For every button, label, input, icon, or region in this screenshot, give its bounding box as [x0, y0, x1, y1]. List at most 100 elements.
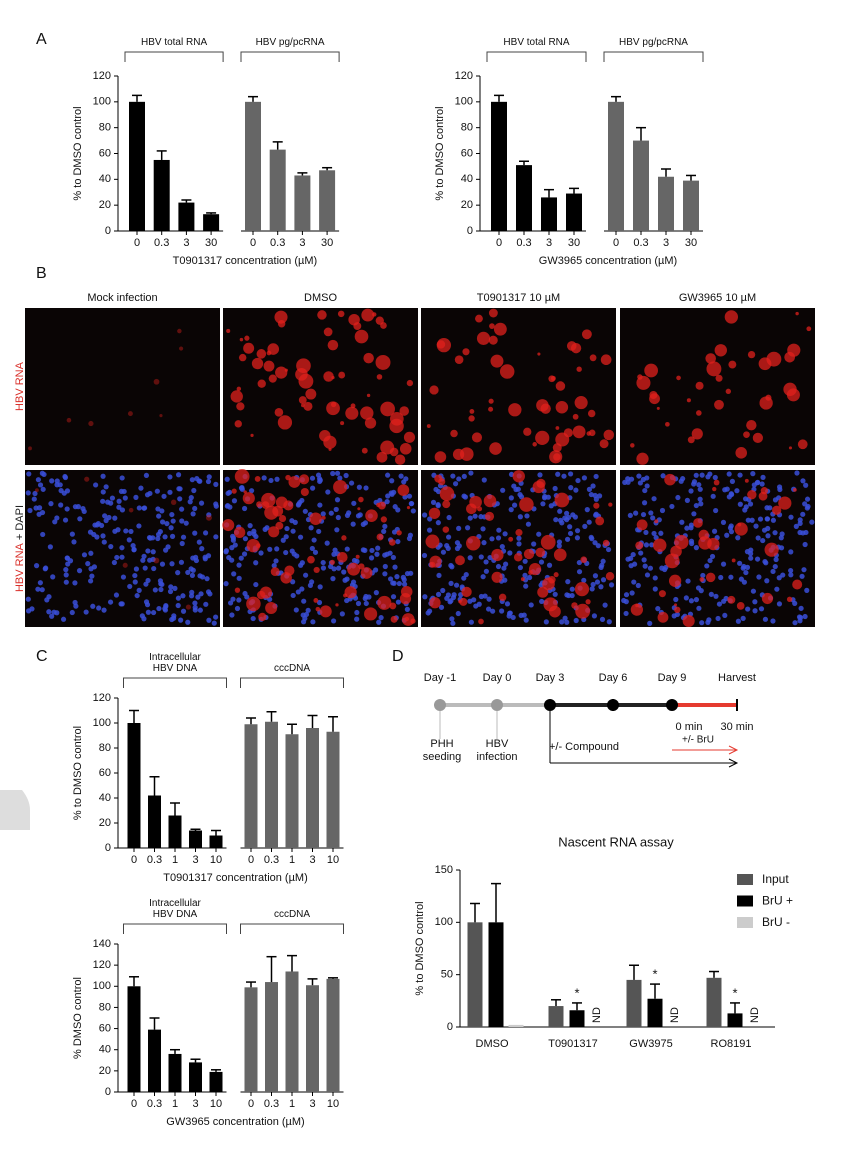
hbv-rna-signal: [674, 534, 689, 550]
nucleus: [58, 488, 64, 494]
nucleus: [167, 474, 173, 480]
nucleus: [749, 517, 755, 523]
nucleus: [390, 594, 397, 600]
nucleus: [456, 525, 462, 531]
nucleus: [595, 543, 601, 549]
nucleus: [300, 619, 307, 625]
nucleus: [734, 488, 740, 494]
hbv-rna-signal: [298, 396, 307, 404]
hbv-rna-signal: [705, 572, 716, 583]
group-label: cccDNA: [273, 909, 311, 920]
nucleus: [136, 587, 142, 593]
hbv-rna-signal: [345, 406, 359, 420]
bar: [285, 734, 299, 848]
nucleus: [557, 508, 563, 514]
timeline-day: Day 3: [536, 672, 565, 684]
nucleus: [483, 568, 489, 574]
nucleus: [699, 472, 705, 478]
nucleus: [453, 582, 460, 588]
nucleus: [522, 558, 528, 564]
image-column-label: GW3965 10 µM: [679, 292, 756, 304]
nucleus: [788, 549, 794, 555]
nucleus: [325, 489, 331, 495]
x-tick-label: 3: [663, 237, 669, 249]
hbv-rna-signal: [450, 429, 458, 438]
x-tick-label: 10: [210, 1098, 222, 1110]
nucleus: [205, 553, 212, 559]
y-tick-label: 100: [93, 96, 111, 108]
nucleus: [799, 573, 805, 579]
hbv-rna-signal: [772, 505, 782, 515]
nucleus: [264, 525, 270, 531]
nucleus: [155, 535, 161, 542]
nucleus: [713, 593, 719, 599]
hbv-rna-signal: [429, 597, 441, 609]
nucleus: [649, 542, 655, 548]
y-tick-label: 120: [93, 692, 111, 704]
timeline-point: [434, 699, 446, 711]
nucleus: [737, 560, 743, 566]
nucleus: [382, 563, 388, 570]
hbv-rna-signal: [523, 427, 532, 436]
nucleus: [118, 488, 125, 495]
nucleus: [523, 617, 529, 623]
nucleus: [111, 559, 117, 566]
hbv-rna-signal: [329, 559, 335, 565]
nucleus: [179, 540, 185, 547]
bar: [265, 721, 278, 848]
nucleus: [203, 601, 209, 607]
nucleus: [472, 513, 478, 519]
nucleus: [496, 527, 502, 533]
nucleus: [409, 500, 415, 507]
nucleus: [300, 612, 306, 618]
nucleus: [517, 514, 523, 520]
nucleus: [650, 515, 656, 521]
nucleus: [748, 555, 754, 561]
nucleus: [223, 549, 229, 555]
nucleus: [625, 479, 631, 485]
hbv-rna-signal: [159, 414, 163, 418]
nucleus: [310, 619, 316, 625]
nucleus: [387, 550, 393, 556]
nucleus: [344, 546, 350, 552]
hbv-rna-signal: [491, 548, 504, 562]
group-label: Intracellular HBV DNA: [149, 652, 201, 674]
nucleus: [204, 576, 210, 582]
nucleus: [525, 521, 532, 527]
nucleus: [169, 561, 175, 567]
nucleus: [283, 534, 289, 540]
nucleus: [802, 613, 808, 620]
hbv-rna-signal: [360, 567, 373, 579]
nucleus: [52, 519, 58, 525]
nucleus: [373, 590, 379, 596]
y-tick-label: 0: [105, 225, 111, 237]
nucleus: [175, 595, 181, 601]
hbv-rna-signal: [595, 516, 605, 526]
nucleus: [449, 616, 455, 622]
nucleus: [48, 501, 54, 507]
nucleus: [41, 471, 47, 478]
nucleus: [88, 550, 94, 556]
hbv-rna-signal: [313, 598, 319, 603]
legend-label: BrU +: [762, 894, 793, 908]
hbv-rna-signal: [28, 446, 32, 451]
nucleus: [159, 519, 166, 525]
nucleus: [651, 496, 657, 502]
nucleus: [76, 568, 83, 574]
nucleus: [145, 548, 151, 554]
nucleus: [147, 490, 153, 497]
hbv-rna-signal: [566, 341, 577, 351]
nucleus: [387, 576, 394, 582]
timeline-point: [666, 699, 678, 711]
image-row-label-part: HBV RNA: [14, 542, 26, 592]
hbv-rna-signal: [380, 516, 387, 523]
hbv-rna-signal: [397, 484, 410, 496]
nucleus: [130, 542, 136, 549]
nucleus: [156, 605, 162, 612]
nucleus: [478, 514, 484, 520]
hbv-rna-signal: [234, 587, 241, 593]
nucleus: [753, 523, 759, 529]
nucleus: [230, 596, 236, 602]
nucleus: [625, 556, 631, 562]
image-row-label: HBV RNA: [14, 361, 26, 411]
